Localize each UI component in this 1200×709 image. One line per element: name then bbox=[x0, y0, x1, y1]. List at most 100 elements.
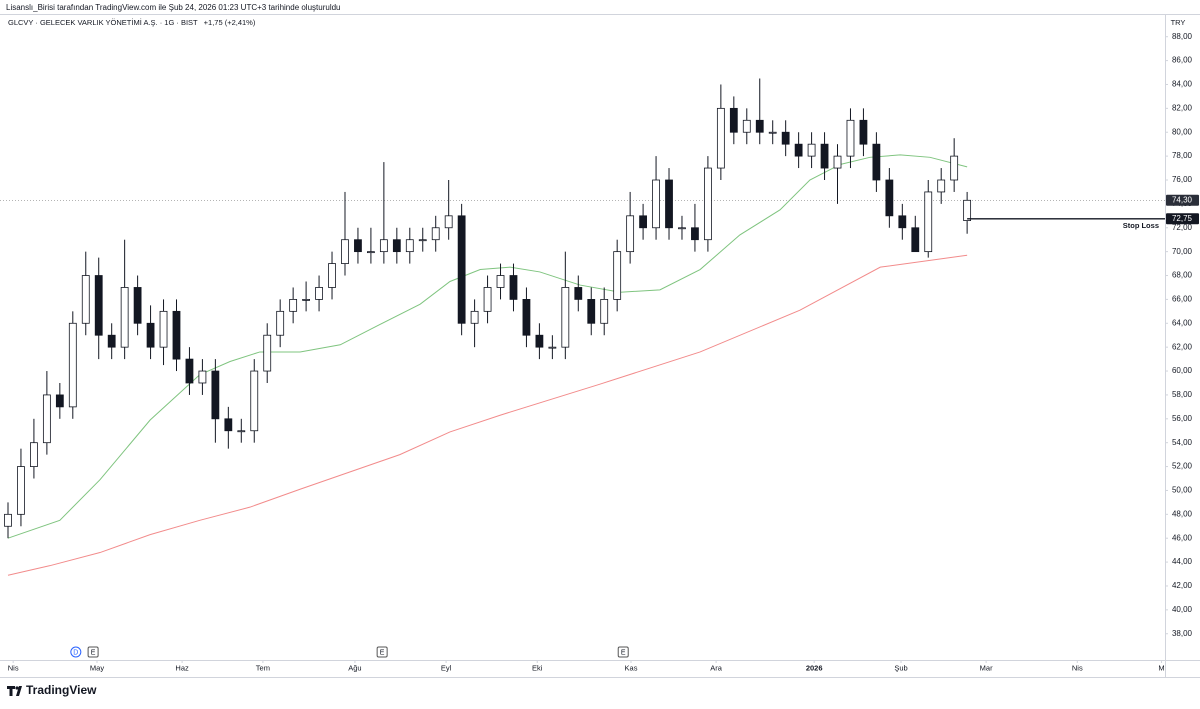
candle-body bbox=[4, 513, 12, 527]
event-label: E bbox=[380, 649, 385, 656]
candle-body bbox=[315, 287, 323, 300]
y-tick-label: 72,00 bbox=[1172, 223, 1193, 232]
y-tick-label: 50,00 bbox=[1172, 486, 1193, 495]
y-tick-label: 46,00 bbox=[1172, 533, 1193, 542]
candle-body bbox=[574, 287, 583, 300]
candle-body bbox=[872, 143, 881, 181]
candle-body bbox=[820, 143, 829, 169]
candle-body bbox=[768, 131, 777, 134]
event-label: D bbox=[73, 649, 78, 656]
y-tick-label: 58,00 bbox=[1172, 390, 1193, 399]
candle-body bbox=[950, 155, 959, 181]
event-marker bbox=[70, 646, 82, 658]
candle-body bbox=[328, 263, 336, 288]
x-tick-label: Şub bbox=[894, 663, 907, 672]
candle-body bbox=[354, 239, 362, 253]
candle-body bbox=[42, 394, 51, 444]
x-tick-label: Nis bbox=[8, 663, 19, 672]
candle-body bbox=[17, 466, 25, 515]
last-price-box bbox=[1166, 194, 1199, 206]
candle-body bbox=[146, 322, 155, 348]
y-tick-label: 70,00 bbox=[1172, 247, 1193, 256]
y-tick-label: 88,00 bbox=[1172, 32, 1193, 41]
y-tick-label: 68,00 bbox=[1172, 271, 1193, 280]
candle-body bbox=[522, 299, 531, 336]
x-tick-label: Eyl bbox=[441, 663, 452, 672]
candle-body bbox=[483, 287, 492, 312]
candle-body bbox=[172, 310, 181, 360]
candle-body bbox=[781, 131, 790, 145]
candle-body bbox=[846, 119, 855, 157]
candle-body bbox=[833, 155, 842, 169]
candle-body bbox=[107, 334, 116, 348]
candle-body bbox=[639, 215, 647, 229]
y-tick-label: 40,00 bbox=[1172, 605, 1193, 614]
candle-body bbox=[924, 191, 933, 253]
x-tick-label: Nis bbox=[1072, 663, 1083, 672]
candle-body bbox=[898, 215, 907, 229]
candle-body bbox=[885, 179, 894, 217]
y-tick-label: 44,00 bbox=[1172, 557, 1193, 566]
y-tick-label: 78,00 bbox=[1172, 151, 1193, 160]
y-tick-label: 80,00 bbox=[1172, 127, 1193, 136]
candle-body bbox=[133, 287, 142, 324]
candle-body bbox=[276, 310, 285, 336]
candle-body bbox=[263, 334, 272, 372]
candle-body bbox=[120, 287, 129, 348]
candle-body bbox=[652, 179, 660, 229]
y-tick-label: 76,00 bbox=[1172, 175, 1193, 184]
candle-body bbox=[665, 179, 673, 229]
x-tick-label: M bbox=[1158, 663, 1164, 672]
x-tick-label: Tem bbox=[256, 663, 270, 672]
candle-body bbox=[185, 358, 194, 384]
candle-body bbox=[859, 119, 868, 145]
y-tick-label: 64,00 bbox=[1172, 318, 1193, 327]
candle-body bbox=[729, 107, 738, 133]
x-tick-label: Ağu bbox=[348, 663, 361, 672]
candle-body bbox=[600, 299, 609, 324]
candle-body bbox=[496, 275, 505, 288]
event-marker bbox=[87, 646, 99, 658]
candle-body bbox=[405, 239, 414, 253]
y-tick-label: 66,00 bbox=[1172, 295, 1193, 304]
candle-body bbox=[755, 119, 764, 133]
stop-loss-text: Stop Loss bbox=[1123, 221, 1159, 230]
event-marker bbox=[376, 646, 388, 658]
y-tick-label: 56,00 bbox=[1172, 414, 1193, 423]
candle-body bbox=[626, 215, 635, 253]
candle-body bbox=[587, 299, 596, 324]
candle-body bbox=[302, 299, 311, 301]
candle-body bbox=[68, 322, 77, 408]
candle-body bbox=[198, 370, 207, 384]
candle-body bbox=[237, 430, 246, 433]
x-tick-label: May bbox=[90, 663, 104, 672]
x-tick-label: 2026 bbox=[806, 663, 823, 672]
candle-body bbox=[55, 394, 64, 408]
moving-average bbox=[7, 154, 968, 539]
attribution: Lisanslı_Birisi tarafından TradingView.c… bbox=[6, 3, 341, 12]
candle-body bbox=[211, 370, 220, 420]
event-marker bbox=[617, 646, 629, 658]
brand-logo bbox=[7, 686, 22, 696]
last-price-label: 74,30 bbox=[1172, 195, 1193, 204]
candle-body bbox=[716, 107, 725, 169]
candle-body bbox=[704, 167, 712, 241]
candle-body bbox=[561, 287, 570, 348]
currency: TRY bbox=[1171, 18, 1186, 27]
y-tick-label: 38,00 bbox=[1172, 629, 1193, 638]
symbol-title: GLCVY · GELECEK VARLIK YÖNETİMİ A.Ş. · 1… bbox=[8, 18, 198, 27]
candle-body bbox=[535, 334, 544, 348]
candle-body bbox=[379, 239, 388, 253]
candle-body bbox=[250, 370, 259, 432]
x-tick-label: Mar bbox=[980, 663, 993, 672]
x-tick-label: Ara bbox=[710, 663, 723, 672]
candle-body bbox=[963, 199, 972, 221]
candle-body bbox=[367, 251, 375, 254]
y-tick-label: 42,00 bbox=[1172, 581, 1193, 590]
x-tick-label: Eki bbox=[532, 663, 543, 672]
candle-body bbox=[431, 227, 440, 241]
x-tick-label: Kas bbox=[625, 663, 638, 672]
moving-average bbox=[7, 254, 968, 576]
